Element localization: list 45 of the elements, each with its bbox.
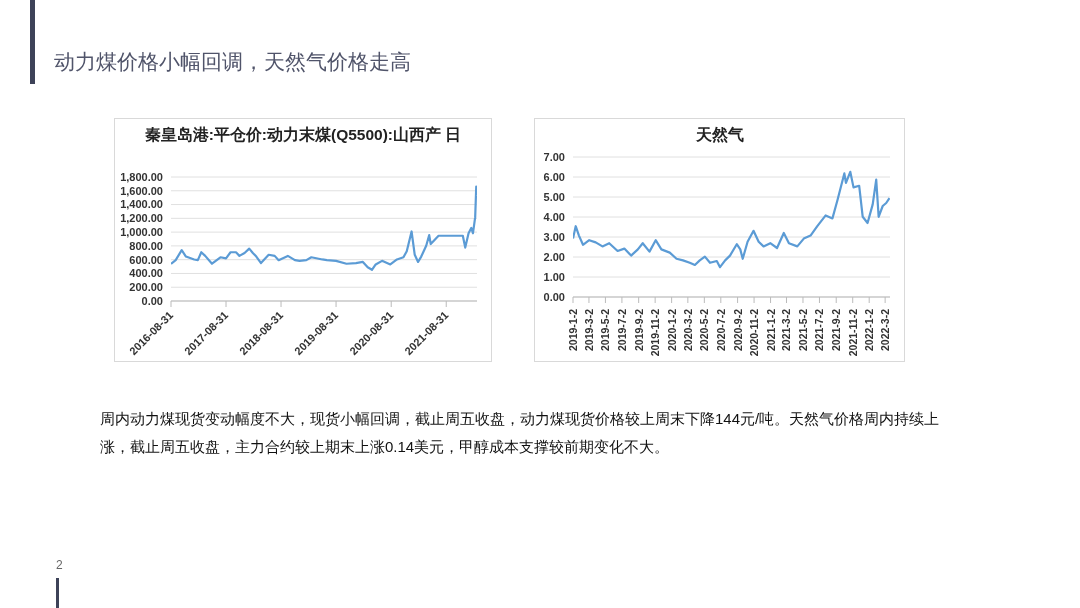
y-tick-label: 2.00 (543, 250, 565, 263)
x-tick-label: 2019-3-2 (582, 308, 595, 352)
y-tick-label: 200.00 (129, 281, 163, 294)
y-tick-label: 5.00 (543, 190, 565, 203)
y-tick-label: 1,800.00 (120, 170, 163, 183)
x-tick-label: 2019-1-2 (567, 308, 579, 352)
y-tick-label: 1,400.00 (120, 198, 163, 211)
x-tick-label: 2020-1-2 (665, 308, 678, 352)
y-tick-label: 3.00 (543, 230, 565, 243)
chart-title: 天然气 (694, 125, 745, 144)
x-tick-label: 2021-3-2 (780, 308, 793, 352)
y-tick-label: 600.00 (129, 253, 163, 266)
chart-title: 秦皇岛港:平仓价:动力末煤(Q5500):山西产 日 (143, 125, 463, 144)
x-tick-label: 2022-3-2 (879, 308, 892, 352)
line-series (171, 185, 477, 271)
text: 2 (56, 558, 63, 572)
x-tick-label: 2020-11-2 (748, 308, 761, 357)
x-tick-label: 2021-5-2 (796, 308, 809, 352)
x-tick-label: 2020-9-2 (731, 308, 744, 352)
text: 周内动力煤现货变动幅度不大，现货小幅回调，截止周五收盘，动力煤现货价格较上周末下降144元/吨。天然气价格周内持续上涨，截止周五收盘，主力合约较上期末上涨0.14美元，甲醇成本支撑较前期变化不大。 (100, 409, 941, 457)
x-tick-label: 2021-7-2 (813, 308, 826, 352)
text: 动力煤价格小幅回调，天然气价格走高 (54, 49, 411, 75)
y-tick-label: 400.00 (129, 267, 163, 280)
line-series (573, 170, 890, 269)
x-tick-label: 2019-11-2 (649, 308, 662, 357)
x-tick-label: 2019-5-2 (599, 308, 612, 352)
x-tick-label: 2021-11-2 (846, 308, 859, 357)
y-tick-label: 1,600.00 (120, 184, 163, 197)
x-tick-label: 2020-3-2 (681, 308, 694, 352)
x-tick-label: 2020-5-2 (698, 308, 711, 352)
y-tick-label: 1,200.00 (120, 212, 163, 225)
x-tick-label: 2022-1-2 (863, 308, 876, 352)
y-tick-label: 7.00 (543, 150, 565, 163)
x-tick-label: 2019-9-2 (632, 308, 645, 352)
x-tick-label: 2021-9-2 (830, 308, 843, 352)
y-tick-label: 1.00 (543, 270, 565, 283)
y-tick-label: 0.00 (543, 290, 565, 303)
y-tick-label: 6.00 (543, 170, 565, 183)
y-tick-label: 4.00 (543, 210, 565, 223)
x-tick-label: 2020-7-2 (714, 308, 727, 352)
y-tick-label: 800.00 (129, 239, 163, 252)
y-tick-label: 1,000.00 (120, 226, 163, 239)
y-tick-label: 0.00 (141, 294, 163, 307)
x-tick-label: 2021-1-2 (764, 308, 777, 352)
x-tick-label: 2019-7-2 (615, 308, 628, 352)
